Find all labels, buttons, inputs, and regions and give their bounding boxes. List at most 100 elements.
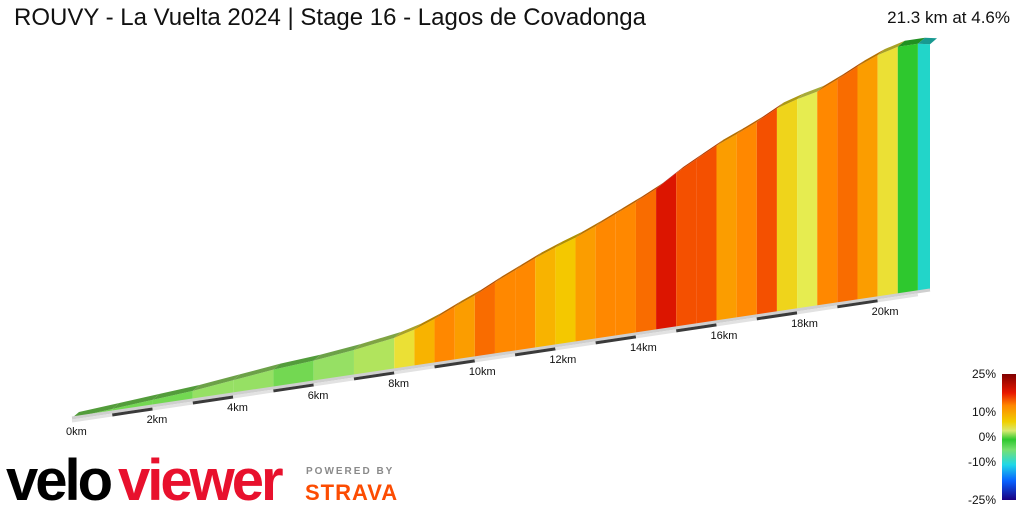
km-band [313,377,355,387]
gradient-segment-top [535,241,563,259]
gradient-segment-top [494,264,523,283]
gradient-segment-top [656,166,684,189]
gradient-segment-side [736,122,757,319]
powered-by-label: POWERED BY [306,466,395,477]
gradient-segment-side [394,329,415,370]
gradient-segment-top [313,343,361,361]
gradient-segment-top [414,312,442,330]
gradient-segment-side [756,108,777,316]
gradient-segment-side [474,282,495,358]
gradient-segment-top [797,85,825,100]
gradient-segment-top [776,93,805,109]
x-tick-label: 4km [227,402,248,414]
gradient-segment-side [857,55,878,301]
gradient-segment-side [877,46,898,298]
gradient-segment-side [917,43,930,292]
km-band [635,329,677,339]
gradient-segment-side [615,201,636,337]
gradient-segment-side [535,247,556,349]
route-summary: 21.3 km at 4.6% [887,8,1010,27]
x-tick-label: 18km [791,318,818,330]
km-band [676,323,717,333]
gradient-segment-side [797,91,818,310]
strava-logo[interactable]: STRAVA [305,480,399,505]
gradient-legend: 25% 10% 0% -10% -25% [968,367,1016,507]
legend-tick-label: -25% [968,493,996,507]
gradient-segment-top [434,300,462,319]
svg-text:viewer: viewer [118,452,283,508]
gradient-segment-top [112,393,160,409]
gradient-segment-side [635,188,657,334]
gradient-segment-top [635,182,664,202]
legend-ticks: 25% 10% 0% -10% -25% [968,367,996,507]
svg-text:velo: velo [6,452,112,508]
x-tick-label: 12km [549,354,576,366]
x-tick-label: 10km [469,366,496,378]
km-band [514,347,556,357]
gradient-segment-top [515,252,543,271]
gradient-segment-top [192,374,241,391]
gradient-segment-top [273,354,321,370]
gradient-segment-top [716,128,744,146]
gradient-segment-top [454,289,482,307]
x-tick-label: 2km [147,414,168,426]
km-band [71,413,113,423]
legend-tick-label: -10% [968,455,996,469]
km-band [716,317,758,327]
veloviewer-logo[interactable]: velo viewer [6,452,296,508]
x-tick-label: 8km [388,378,409,390]
gradient-segment-side [656,172,677,331]
gradient-segment-top [72,402,120,418]
km-band [796,305,838,315]
gradient-segment-side [454,295,475,361]
km-band [112,407,153,417]
km-band [273,383,314,393]
km-band [595,335,637,345]
gradient-segment-side [353,337,395,376]
x-tick-label: 6km [308,390,329,402]
gradient-segment-side [696,145,717,325]
gradient-segment-side [575,226,596,343]
gradient-segment-top [152,384,200,400]
gradient-segment-side [555,237,576,346]
km-band [756,311,798,321]
gradient-segment-top [917,37,937,45]
gradient-segment-top [756,102,784,123]
profile-baseline [71,288,931,420]
gradient-segment-top [575,220,603,238]
gradient-segment-side [716,134,737,322]
gradient-segment-side [776,99,798,313]
gradient-segment-side [414,318,435,367]
km-band [434,359,476,369]
x-tick-label: 0km [66,426,87,438]
gradient-segment-top [353,331,402,350]
gradient-segment-top [555,231,583,248]
km-band [837,299,878,309]
km-band [555,341,596,351]
gradient-segment-top [233,363,281,381]
km-band [474,353,516,363]
km-band [152,401,194,411]
gradient-segment-side [152,390,193,406]
km-band [394,365,435,375]
gradient-segment-side [897,43,918,295]
legend-tick-label: 25% [972,367,996,381]
gradient-segment-side [515,258,536,352]
x-tick-label: 16km [711,330,738,342]
gradient-segment-top [394,323,422,338]
chart-title: ROUVY - La Vuelta 2024 | Stage 16 - Lago… [14,4,646,31]
x-tick-label: 20km [872,306,899,318]
gradient-segment-side [837,66,858,304]
gradient-segment-top [817,73,845,92]
gradient-segment-top [615,195,643,215]
gradient-segment-side [676,159,697,328]
gradient-segment-side [494,270,516,355]
legend-tick-label: 0% [979,430,997,444]
gradient-segment-top [857,49,885,67]
gradient-segment-side [434,306,455,364]
x-tick-label: 14km [630,342,657,354]
gradient-segment-side [112,399,153,412]
distance-axis: 0km 2km 4km 6km 8km 10km 12km 14km 16km 18km 20km [66,293,919,438]
km-band [232,389,274,399]
